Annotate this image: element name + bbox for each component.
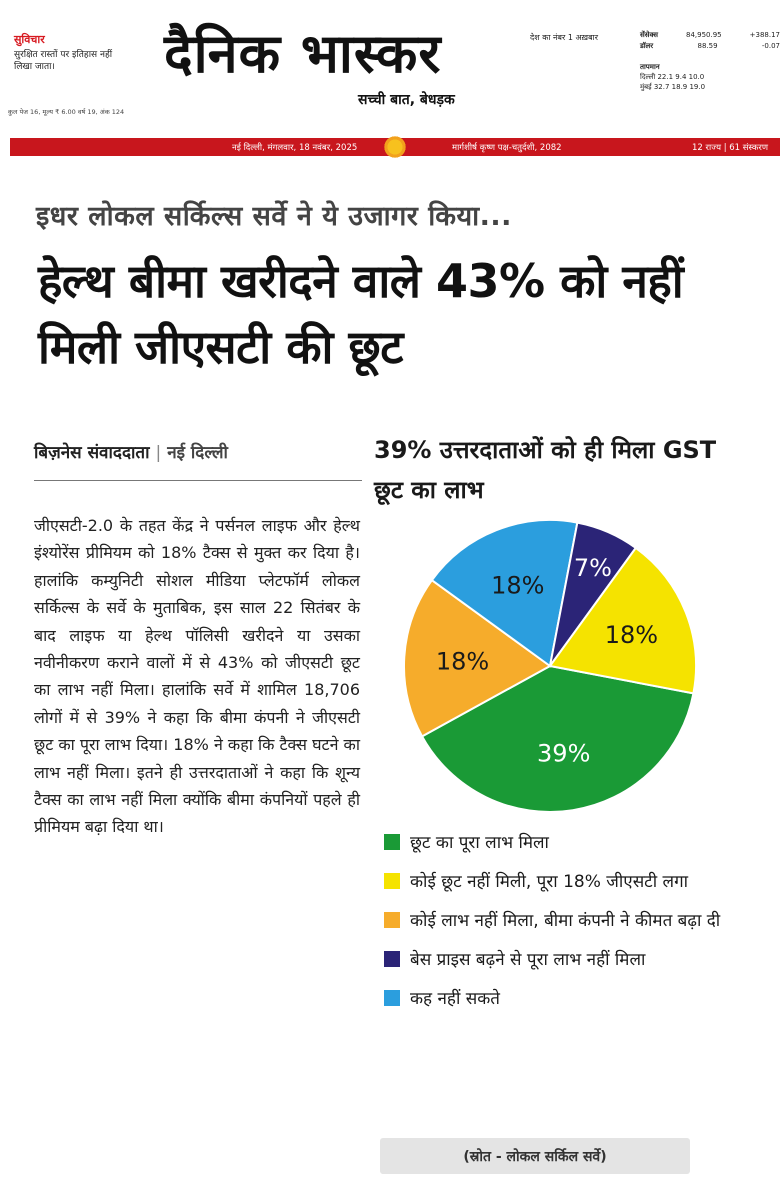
legend-item-0: छूट का पूरा लाभ मिला — [384, 828, 724, 858]
pie-slice-0 — [420, 664, 695, 813]
legend-label-1: कोई छूट नहीं मिली, पूरा 18% जीएसटी लगा — [410, 872, 689, 892]
source-note: (स्रोत - लोकल सर्किल सर्वे) — [380, 1138, 690, 1174]
byline-separator: | — [155, 443, 162, 463]
pie-slice-1 — [403, 578, 552, 738]
pie-label-1: 18% — [436, 647, 489, 675]
sun-icon — [380, 132, 410, 162]
top-note: देश का नंबर 1 अख़बार — [530, 33, 599, 42]
byline: बिज़नेस संवाददाता | नई दिल्ली — [34, 440, 228, 463]
dollar-row: डॉलर 88.59 -0.07 — [640, 41, 780, 52]
pie-chart: 39% 18% 18% 7% 18% — [403, 519, 697, 813]
chart-title: 39% उत्तरदाताओं को ही मिला GST छूट का ला… — [374, 436, 717, 504]
pie-label-3: 7% — [574, 554, 612, 582]
date-line: नई दिल्ली, मंगलवार, 18 नवंबर, 2025 — [232, 142, 358, 153]
newspaper-logo: दैनिक भास्कर — [164, 22, 442, 85]
legend-item-2: कोई लाभ नहीं मिला, बीमा कंपनी ने कीमत बढ… — [384, 906, 724, 936]
newspaper-masthead: सुविचार सुरक्षित रास्तों पर इतिहास नहीं … — [0, 0, 784, 162]
dollar-change: -0.07 — [761, 42, 780, 50]
dollar-value: 88.59 — [697, 42, 718, 50]
weather-box: तापमान दिल्ली 22.1 9.4 10.0 मुंबई 32.7 1… — [640, 62, 780, 92]
article-strap: इधर लोकल सर्किल्स सर्वे ने ये उजागर किया… — [36, 201, 512, 232]
legend-swatch-0 — [384, 834, 400, 850]
sensex-label: सेंसेक्स — [640, 31, 658, 39]
legend-label-4: कह नहीं सकते — [410, 989, 500, 1009]
legend-label-3: बेस प्राइस बढ़ने से पूरा लाभ नहीं मिला — [410, 950, 646, 970]
sensex-change: +388.17 — [749, 31, 780, 39]
edition-info: कुल पेज 16, मूल्य ₹ 6.00 वर्ष 19, अंक 12… — [8, 108, 125, 116]
legend-label-2: कोई लाभ नहीं मिला, बीमा कंपनी ने कीमत बढ… — [410, 911, 721, 931]
byline-divider — [34, 480, 362, 481]
thought-text: सुरक्षित रास्तों पर इतिहास नहीं लिखा जात… — [14, 50, 113, 72]
pie-label-2: 18% — [491, 572, 544, 600]
thought-title: सुविचार — [14, 33, 45, 46]
market-box: सेंसेक्स 84,950.95 +388.17 डॉलर 88.59 -0… — [640, 30, 780, 52]
article-headline: हेल्थ बीमा खरीदने वाले 43% को नहीं मिली … — [38, 254, 684, 374]
sensex-row: सेंसेक्स 84,950.95 +388.17 — [640, 30, 780, 41]
legend-item-4: कह नहीं सकते — [384, 984, 724, 1014]
thought-box: सुविचार सुरक्षित रास्तों पर इतिहास नहीं … — [14, 32, 124, 73]
article: इधर लोकल सर्किल्स सर्वे ने ये उजागर किया… — [22, 180, 760, 1190]
article-body: जीएसटी-2.0 के तहत केंद्र ने पर्सनल लाइफ … — [34, 516, 360, 837]
legend-swatch-1 — [384, 873, 400, 889]
legend-label-0: छूट का पूरा लाभ मिला — [410, 833, 549, 853]
legend-swatch-2 — [384, 912, 400, 928]
weather-delhi: दिल्ली 22.1 9.4 10.0 — [640, 73, 705, 81]
legend-item-1: कोई छूट नहीं मिली, पूरा 18% जीएसटी लगा — [384, 867, 724, 897]
legend-swatch-3 — [384, 951, 400, 967]
weather-mumbai: मुंबई 32.7 18.9 19.0 — [640, 83, 706, 91]
newspaper-tagline: सच्ची बात, बेधड़क — [358, 92, 455, 108]
chart-legend: छूट का पूरा लाभ मिला कोई छूट नहीं मिली, प… — [384, 828, 724, 1023]
pie-slice-2 — [430, 519, 579, 668]
legend-item-3: बेस प्राइस बढ़ने से पूरा लाभ नहीं मिला — [384, 945, 724, 975]
weather-label: तापमान — [640, 63, 660, 71]
panchang: मार्गशीर्ष कृष्ण पक्ष-चतुर्दशी, 2082 — [452, 142, 562, 153]
pie-slice-4 — [548, 546, 697, 695]
byline-place: नई दिल्ली — [167, 443, 228, 463]
pie-label-0: 39% — [537, 740, 590, 768]
byline-author: बिज़नेस संवाददाता — [34, 443, 150, 463]
pie-label-4: 18% — [605, 621, 658, 649]
legend-swatch-4 — [384, 990, 400, 1006]
sensex-value: 84,950.95 — [685, 31, 722, 39]
dollar-label: डॉलर — [640, 42, 654, 50]
editions: 12 राज्य | 61 संस्करण — [692, 142, 768, 153]
